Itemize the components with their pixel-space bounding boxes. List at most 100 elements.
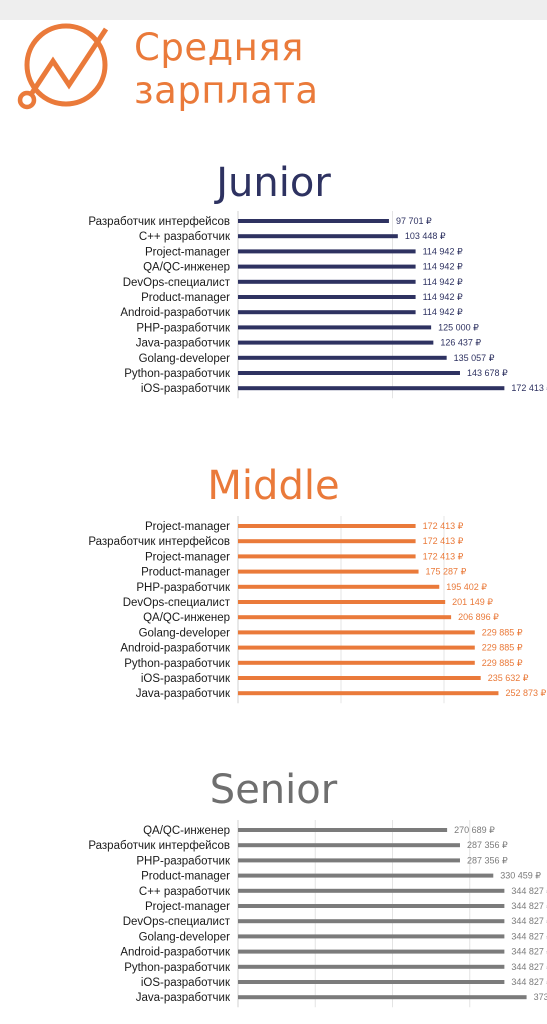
senior-category-label: Golang-developer: [139, 931, 231, 943]
middle-value-label: 252 873 ₽: [505, 688, 546, 698]
junior-bar: [238, 386, 505, 391]
junior-category-label: DevOps-специалист: [123, 277, 231, 289]
middle-category-label: QA/QC-инженер: [143, 612, 230, 624]
middle-bar: [238, 660, 475, 665]
junior-category-label: C++ разработчик: [139, 231, 231, 243]
senior-category-label: Android-разработчик: [120, 947, 231, 959]
middle-value-label: 172 413 ₽: [423, 521, 464, 531]
page-title-line-1: Средняя: [134, 26, 304, 69]
senior-chart-svg: QA/QC-инженер 270 689 ₽ Разработчик интерф…: [88, 820, 547, 1008]
middle-value-label: 235 632 ₽: [488, 673, 529, 683]
senior-category-label: PHP-разработчик: [136, 855, 231, 867]
junior-bar: [238, 279, 416, 284]
junior-category-label: Project-manager: [145, 246, 230, 258]
senior-bar: [238, 995, 527, 1000]
middle-category-label: DevOps-специалист: [123, 597, 231, 609]
junior-value-label: 114 942 ₽: [423, 292, 463, 302]
junior-bar: [238, 371, 460, 375]
senior-value-label: 344 827 ₽: [511, 916, 547, 926]
senior-value-label: 287 356 ₽: [467, 855, 508, 865]
line-chart-circle-icon: [17, 23, 109, 110]
middle-chart-svg: Project-manager 172 413 ₽ Разработчик инте…: [88, 516, 546, 704]
junior-value-label: 114 942 ₽: [423, 277, 463, 287]
senior-value-label: 270 689 ₽: [454, 825, 495, 835]
middle-category-label: Golang-developer: [139, 627, 231, 639]
senior-bar: [238, 843, 460, 848]
middle-category-label: Android-разработчик: [120, 643, 231, 655]
junior-category-label: iOS-разработчик: [141, 383, 231, 395]
junior-bar: [238, 340, 434, 345]
junior-category-label: PHP-разработчик: [136, 322, 231, 334]
junior-bar: [238, 310, 416, 315]
junior-bar: [238, 219, 389, 223]
senior-title: Senior: [209, 767, 338, 813]
middle-category-label: Java-разработчик: [136, 688, 231, 700]
senior-category-label: Project-manager: [145, 901, 230, 913]
middle-bar: [238, 524, 416, 528]
senior-category-label: QA/QC-инженер: [143, 825, 230, 837]
middle-value-label: 229 885 ₽: [482, 627, 523, 637]
junior-value-label: 143 678 ₽: [467, 368, 508, 378]
junior-value-label: 126 437 ₽: [440, 338, 481, 348]
middle-bar: [238, 630, 475, 635]
senior-category-label: C++ разработчик: [139, 886, 231, 898]
senior-bar: [238, 980, 505, 984]
senior-bar: [238, 888, 505, 893]
junior-value-label: 114 942 ₽: [423, 246, 463, 256]
middle-value-label: 206 896 ₽: [458, 612, 499, 622]
senior-category-label: Java-разработчик: [136, 992, 231, 1004]
middle-value-label: 172 413 ₽: [423, 536, 464, 546]
middle-category-label: Разработчик интерфейсов: [88, 536, 230, 548]
junior-category-label: Java-разработчик: [136, 338, 231, 350]
junior-value-label: 97 701 ₽: [396, 216, 432, 226]
junior-chart: Разработчик интерфейсов 97 701 ₽ C++ разра…: [0, 211, 547, 403]
senior-value-label: 287 356 ₽: [467, 840, 508, 850]
junior-category-label: Разработчик интерфейсов: [88, 216, 230, 228]
middle-value-label: 229 885 ₽: [482, 643, 523, 653]
junior-value-label: 135 057 ₽: [454, 353, 495, 363]
senior-chart: QA/QC-инженер 270 689 ₽ Разработчик интерф…: [0, 820, 547, 1012]
junior-title: Junior: [216, 160, 331, 206]
middle-bar: [238, 539, 416, 544]
middle-bar: [238, 645, 475, 650]
page-title-line-2: зарплата: [134, 69, 319, 112]
senior-value-label: 344 827 ₽: [511, 962, 547, 972]
middle-value-label: 172 413 ₽: [423, 551, 464, 561]
junior-value-label: 114 942 ₽: [423, 262, 463, 272]
senior-bar: [238, 858, 460, 863]
junior-bar: [238, 295, 416, 299]
junior-category-label: Golang-developer: [139, 353, 231, 365]
senior-value-label: 373 563 ₽: [534, 992, 547, 1002]
senior-value-label: 344 827 ₽: [511, 931, 547, 941]
top-strip: [0, 0, 547, 20]
middle-category-label: Python-разработчик: [124, 658, 231, 670]
middle-bar: [238, 600, 446, 604]
middle-value-label: 229 885 ₽: [482, 658, 523, 668]
junior-value-label: 125 000 ₽: [438, 322, 479, 332]
middle-category-label: iOS-разработчик: [141, 673, 231, 685]
junior-bar: [238, 234, 398, 239]
senior-value-label: 344 827 ₽: [511, 901, 547, 911]
middle-value-label: 201 149 ₽: [452, 597, 493, 607]
junior-value-label: 172 413 ₽: [511, 383, 547, 393]
senior-value-label: 344 827 ₽: [511, 977, 547, 987]
middle-category-label: Project-manager: [145, 521, 230, 533]
senior-bar: [238, 949, 505, 954]
middle-bar: [238, 584, 440, 589]
middle-bar: [238, 554, 416, 559]
senior-bar: [238, 964, 505, 969]
junior-chart-svg: Разработчик интерфейсов 97 701 ₽ C++ разра…: [88, 211, 547, 399]
senior-category-label: Product-manager: [141, 871, 230, 883]
senior-bar: [238, 873, 494, 878]
middle-title: Middle: [207, 463, 340, 509]
junior-bar: [238, 264, 416, 269]
senior-value-label: 344 827 ₽: [511, 886, 547, 896]
senior-value-label: 344 827 ₽: [511, 947, 547, 957]
junior-category-label: Product-manager: [141, 292, 230, 304]
junior-category-label: Python-разработчик: [124, 368, 231, 380]
junior-bar: [238, 355, 447, 360]
senior-bar: [238, 919, 505, 924]
middle-category-label: Project-manager: [145, 551, 230, 563]
senior-bar: [238, 828, 448, 832]
page-title: Средняя зарплата: [134, 26, 319, 112]
